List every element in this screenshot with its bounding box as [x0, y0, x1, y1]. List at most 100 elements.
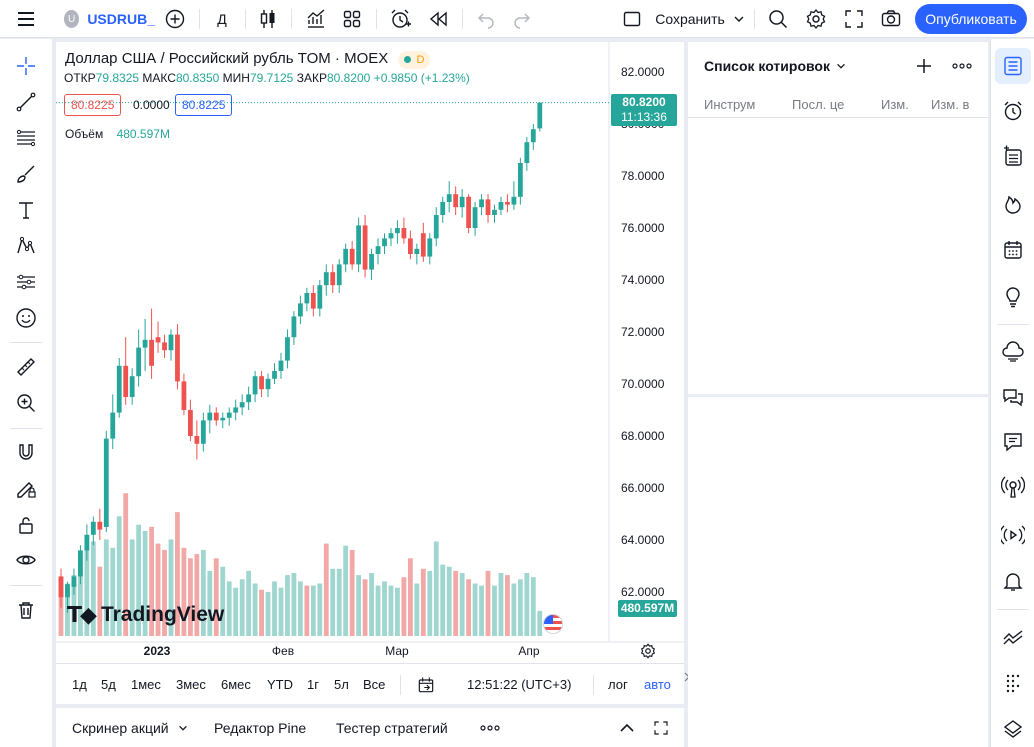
- fib-retracement-icon[interactable]: [8, 120, 44, 156]
- brush-icon[interactable]: [8, 156, 44, 192]
- column-last[interactable]: Посл. це: [792, 97, 845, 112]
- more-icon[interactable]: [480, 708, 500, 747]
- candle-body: [252, 376, 258, 395]
- volume-bar: [220, 566, 226, 636]
- chevron-down-icon[interactable]: [728, 0, 750, 38]
- alarm-clock-icon[interactable]: [995, 93, 1031, 129]
- column-symbol[interactable]: Инструм: [704, 97, 756, 112]
- bell-icon[interactable]: [995, 563, 1031, 599]
- trading-panel-icon[interactable]: [995, 619, 1031, 655]
- watchlist-icon[interactable]: [995, 48, 1031, 84]
- tab-pine-editor[interactable]: Редактор Pine: [214, 719, 307, 736]
- fullscreen-icon[interactable]: [839, 0, 869, 38]
- candle-body: [239, 402, 245, 408]
- volume-bar: [116, 516, 122, 636]
- redo-icon[interactable]: [507, 0, 537, 38]
- candle-body: [84, 534, 90, 551]
- gear-icon[interactable]: [801, 0, 831, 38]
- maximize-panel-icon[interactable]: [652, 708, 670, 747]
- chevron-up-icon[interactable]: [617, 708, 637, 747]
- range-1y[interactable]: 1г: [307, 677, 319, 692]
- range-1d[interactable]: 1д: [72, 677, 87, 692]
- volume-bar: [524, 573, 530, 636]
- messages-icon[interactable]: [995, 424, 1031, 460]
- text-tool-icon[interactable]: [8, 192, 44, 228]
- add-symbol-icon[interactable]: [912, 54, 936, 78]
- divider: [10, 585, 42, 586]
- layouts-icon[interactable]: [337, 0, 367, 38]
- range-all[interactable]: Все: [363, 677, 386, 692]
- spread-value: 0.0000: [133, 98, 170, 112]
- tab-stock-screener[interactable]: Скринер акций: [72, 708, 189, 747]
- range-6m[interactable]: 6мес: [221, 677, 251, 692]
- candles-icon[interactable]: [253, 0, 283, 38]
- layers-icon[interactable]: [995, 711, 1031, 747]
- volume-bar: [382, 581, 387, 636]
- undo-icon[interactable]: [471, 0, 501, 38]
- zoom-in-icon[interactable]: [8, 385, 44, 421]
- lock-icon[interactable]: [8, 507, 44, 543]
- symbol-search[interactable]: U USDRUB_: [60, 0, 155, 38]
- sell-price-box[interactable]: 80.8225: [64, 94, 122, 116]
- menu-icon[interactable]: [8, 0, 44, 38]
- replay-icon[interactable]: [423, 0, 453, 38]
- crosshair-icon[interactable]: [8, 48, 44, 84]
- watchlist-title[interactable]: Список котировок: [704, 42, 847, 90]
- range-3m[interactable]: 3мес: [176, 677, 206, 692]
- ideas-stream-icon[interactable]: [995, 333, 1031, 369]
- ruler-icon[interactable]: [8, 349, 44, 385]
- lock-drawing-icon[interactable]: [8, 471, 44, 507]
- chats-icon[interactable]: [995, 379, 1031, 415]
- candle-body: [58, 576, 64, 598]
- lightbulb-icon[interactable]: [995, 279, 1031, 315]
- tab-strategy-tester[interactable]: Тестер стратегий: [336, 719, 448, 736]
- dom-icon[interactable]: [995, 665, 1031, 701]
- indicators-icon[interactable]: [301, 0, 331, 38]
- patterns-icon[interactable]: [8, 228, 44, 264]
- buy-price-box[interactable]: 80.8225: [175, 94, 233, 116]
- broadcast-play-icon[interactable]: [995, 517, 1031, 553]
- volume-bar: [407, 558, 413, 636]
- volume-legend: Объём 480.597M: [65, 127, 170, 141]
- range-1m[interactable]: 1мес: [131, 677, 161, 692]
- candle-body: [336, 264, 342, 286]
- range-5y[interactable]: 5л: [334, 677, 349, 692]
- chart-settings-icon[interactable]: [636, 640, 660, 662]
- layout-checkbox-icon[interactable]: [618, 0, 646, 38]
- magnet-icon[interactable]: [8, 435, 44, 471]
- interval-button[interactable]: Д: [217, 11, 227, 27]
- camera-icon[interactable]: [876, 0, 906, 38]
- streams-icon[interactable]: [995, 469, 1031, 505]
- save-button[interactable]: Сохранить: [655, 11, 725, 27]
- chart-panel[interactable]: 82.000080.000078.000076.000074.000072.00…: [56, 42, 684, 663]
- trend-line-icon[interactable]: [8, 84, 44, 120]
- auto-scale-toggle[interactable]: авто: [644, 677, 671, 692]
- calendar-icon[interactable]: [995, 232, 1031, 268]
- search-icon[interactable]: [763, 0, 793, 38]
- price-tick-label: 76.0000: [621, 221, 665, 235]
- publish-button[interactable]: Опубликовать: [915, 4, 1027, 34]
- more-icon[interactable]: [950, 54, 974, 78]
- hotlists-fire-icon[interactable]: [995, 186, 1031, 222]
- volume-bar: [505, 575, 510, 636]
- add-symbol-icon[interactable]: [160, 0, 190, 38]
- column-change-percent[interactable]: Изм. в: [931, 97, 970, 112]
- candle-body: [485, 199, 491, 215]
- add-list-icon[interactable]: [995, 138, 1031, 174]
- high-value: 80.8350: [175, 71, 220, 85]
- goto-date-icon[interactable]: [416, 664, 436, 705]
- volume-bar: [466, 579, 472, 636]
- range-ytd[interactable]: YTD: [267, 677, 293, 692]
- column-change[interactable]: Изм.: [881, 97, 909, 112]
- emoji-icon[interactable]: [8, 300, 44, 336]
- log-scale-toggle[interactable]: лог: [608, 677, 628, 692]
- forecast-icon[interactable]: [8, 264, 44, 300]
- alert-icon[interactable]: [385, 0, 415, 38]
- range-5d[interactable]: 5д: [101, 677, 116, 692]
- price-chart[interactable]: 82.000080.000078.000076.000074.000072.00…: [56, 42, 684, 663]
- volume-bar: [285, 575, 290, 636]
- volume-label: Объём: [65, 127, 104, 141]
- trash-icon[interactable]: [8, 592, 44, 628]
- eye-icon[interactable]: [8, 542, 44, 578]
- clock-timezone[interactable]: 12:51:22 (UTC+3): [467, 677, 572, 692]
